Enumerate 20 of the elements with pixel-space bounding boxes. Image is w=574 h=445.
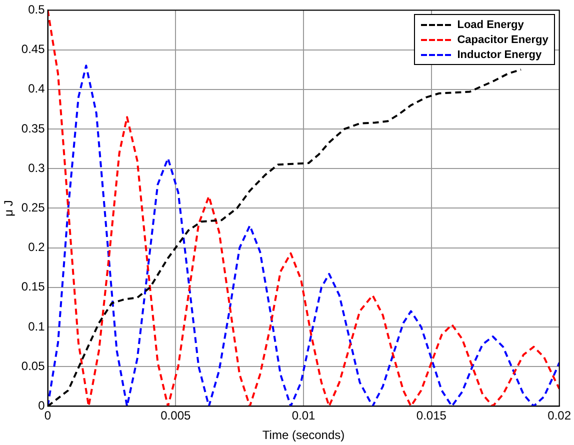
y-tick-label: 0.25 (21, 200, 46, 215)
y-tick-label: 0 (38, 398, 46, 413)
y-tick-label: 0.15 (21, 280, 46, 294)
legend-label: Capacitor Energy (457, 34, 548, 46)
y-tick-label: 0.2 (28, 240, 46, 254)
x-tick-label: 0.01 (292, 408, 316, 423)
x-tick-label: 0.005 (160, 408, 191, 423)
x-axis-title: Time (seconds) (262, 428, 345, 442)
y-tick-label: 0.45 (21, 42, 46, 56)
legend-label: Inductor Energy (457, 48, 542, 61)
y-tick-label: 0.35 (21, 121, 46, 136)
y-tick-label: 0.3 (28, 160, 46, 175)
y-axis-title: μ J (2, 200, 16, 216)
legend-label: Load Energy (457, 18, 524, 31)
y-tick-label: 0.1 (28, 319, 46, 334)
y-tick-label: 0.5 (28, 2, 46, 17)
y-tick-label: 0.05 (21, 358, 46, 373)
y-tick-label: 0.4 (28, 82, 46, 96)
x-tick-label: 0.015 (416, 408, 447, 423)
x-tick-label: 0.02 (548, 408, 572, 423)
